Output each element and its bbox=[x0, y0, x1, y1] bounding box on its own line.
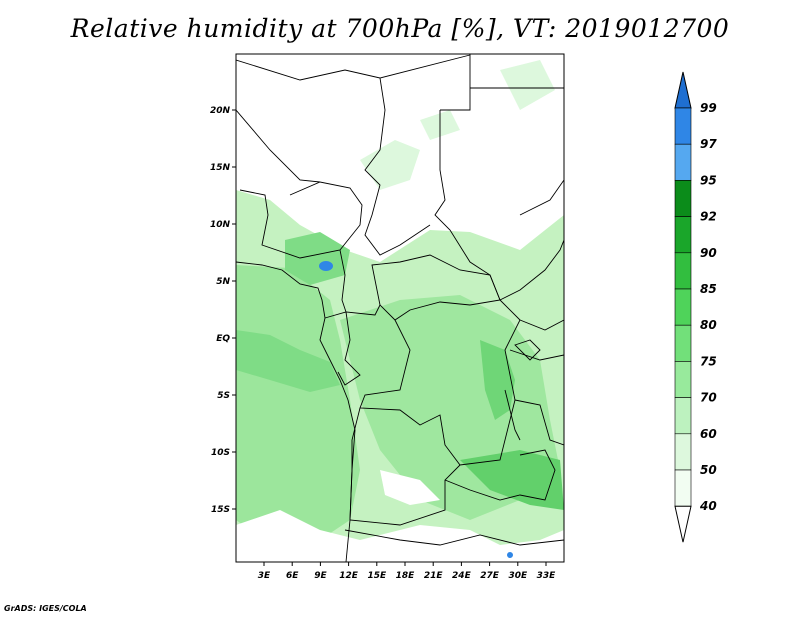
colorbar-segment bbox=[674, 469, 692, 507]
moist-region-cameroon bbox=[285, 232, 350, 285]
lat-tick-label: 15S bbox=[211, 505, 230, 515]
lake-tanganyika bbox=[504, 389, 521, 441]
coastline-west-africa bbox=[236, 261, 356, 562]
grads-credit: GrADS: IGES/COLA bbox=[4, 604, 87, 613]
lat-tick-label: 20N bbox=[210, 106, 231, 116]
moist-region-southeast bbox=[460, 450, 564, 510]
border-east-africa bbox=[509, 319, 564, 446]
colorbar-segment bbox=[674, 433, 692, 471]
colorbar-label: 95 bbox=[700, 173, 717, 187]
lat-tick-label: 10N bbox=[210, 220, 231, 230]
lon-tick-label: 27E bbox=[480, 571, 500, 581]
lon-tick-label: 12E bbox=[339, 571, 359, 581]
border-zambia bbox=[444, 449, 556, 501]
moist-region-north-patches bbox=[360, 60, 555, 190]
lon-tick-label: 6E bbox=[286, 571, 299, 581]
lat-tick-label: 15N bbox=[210, 163, 231, 173]
border-mali-niger bbox=[236, 109, 321, 183]
colorbar-segment bbox=[674, 324, 692, 362]
colorbar-label: 75 bbox=[700, 354, 717, 368]
dry-region-angola bbox=[380, 470, 440, 505]
colorbar-label: 90 bbox=[700, 246, 717, 260]
border-chad-sudan bbox=[434, 110, 501, 301]
colorbar-segment bbox=[674, 397, 692, 435]
borders-layer bbox=[236, 54, 564, 562]
colorbar-segment bbox=[674, 143, 692, 181]
colorbar-bottom-triangle bbox=[674, 505, 692, 543]
colorbar-segment bbox=[674, 252, 692, 290]
border-niger-chad bbox=[364, 77, 431, 256]
lat-tick-label: EQ bbox=[216, 334, 230, 344]
moist-region-ocean-core bbox=[236, 330, 340, 392]
colorbar-segment bbox=[674, 216, 692, 254]
longitude-axis: 3E 6E 9E 12E 15E 18E 21E 24E 27E 30E 33E bbox=[258, 562, 556, 581]
lon-tick-label: 15E bbox=[367, 571, 387, 581]
border-car bbox=[371, 254, 501, 321]
lon-tick-label: 33E bbox=[537, 571, 557, 581]
moist-region-ocean bbox=[236, 265, 360, 540]
lat-tick-label: 10S bbox=[211, 448, 230, 458]
border-ethiopia bbox=[499, 239, 564, 301]
colorbar-segment bbox=[674, 288, 692, 326]
colorbar: 99 97 95 92 90 85 80 75 70 60 50 40 bbox=[674, 71, 717, 543]
saturated-spot-south bbox=[507, 552, 513, 558]
lon-tick-label: 30E bbox=[508, 571, 528, 581]
lon-tick-label: 24E bbox=[452, 571, 472, 581]
border-gabon-congo bbox=[324, 311, 361, 386]
colorbar-label: 40 bbox=[699, 499, 717, 513]
colorbar-top-triangle bbox=[674, 71, 692, 109]
latitude-axis: 20N 15N 10N 5N EQ 5S 10S 15S bbox=[210, 106, 236, 515]
lat-tick-label: 5S bbox=[217, 391, 230, 401]
border-south bbox=[344, 529, 564, 546]
colorbar-label: 80 bbox=[700, 318, 717, 332]
colorbar-label: 99 bbox=[700, 101, 717, 115]
colorbar-segment bbox=[674, 107, 692, 145]
lake-victoria bbox=[514, 339, 541, 361]
lon-tick-label: 9E bbox=[314, 571, 327, 581]
lon-tick-label: 3E bbox=[258, 571, 271, 581]
border-cameroon bbox=[339, 249, 381, 316]
colorbar-label: 60 bbox=[700, 427, 717, 441]
colorbar-label: 97 bbox=[700, 137, 717, 151]
lon-tick-label: 21E bbox=[424, 571, 444, 581]
colorbar-segment bbox=[674, 180, 692, 217]
border-sudan-eritrea bbox=[519, 179, 564, 216]
dry-region-south bbox=[236, 510, 564, 562]
border-drc bbox=[359, 299, 521, 466]
map-frame bbox=[235, 53, 565, 563]
colorbar-segment bbox=[674, 361, 692, 398]
moist-region-lakes bbox=[480, 340, 515, 420]
colorbar-label: 92 bbox=[700, 210, 717, 224]
colorbar-label: 85 bbox=[700, 282, 717, 296]
lat-tick-label: 5N bbox=[216, 277, 230, 287]
lon-tick-label: 18E bbox=[396, 571, 416, 581]
map-title: Relative humidity at 700hPa [%], VT: 201… bbox=[70, 14, 730, 43]
humidity-field bbox=[236, 54, 564, 562]
border-libya-egypt bbox=[440, 54, 471, 111]
colorbar-label: 70 bbox=[700, 391, 717, 405]
border-angola bbox=[349, 407, 461, 526]
colorbar-label: 50 bbox=[700, 463, 717, 477]
saturated-spot-cameroon bbox=[319, 261, 333, 271]
border-north-1 bbox=[236, 54, 471, 81]
